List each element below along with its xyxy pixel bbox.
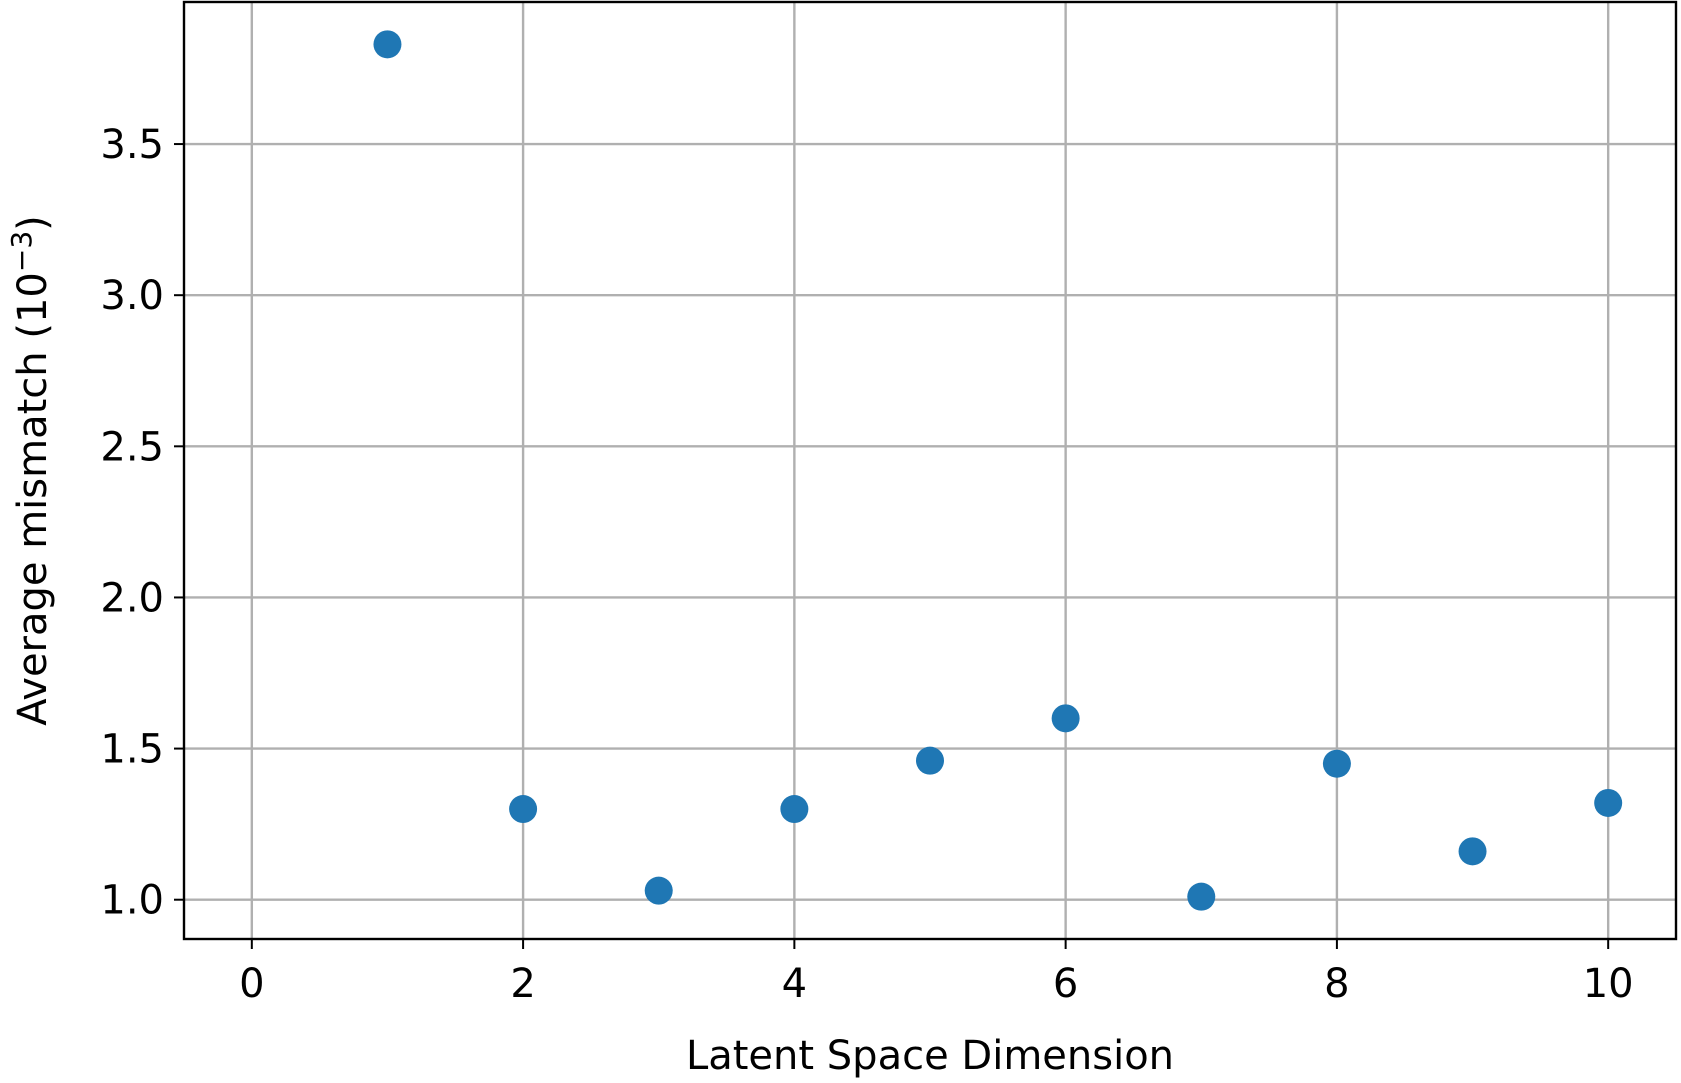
- y-tick-label: 1.0: [100, 878, 164, 924]
- data-point: [1458, 837, 1487, 866]
- y-tick-label: 2.5: [100, 424, 164, 470]
- x-tick-label: 4: [782, 961, 807, 1007]
- y-axis-label-main: Average mismatch (10: [10, 272, 56, 726]
- x-tick-label: 10: [1583, 961, 1634, 1007]
- y-tick-label: 2.0: [100, 575, 164, 621]
- data-point: [644, 876, 673, 905]
- ticks: [174, 143, 1610, 949]
- x-tick-label: 0: [239, 961, 264, 1007]
- data-point: [780, 795, 809, 824]
- x-tick-label: 8: [1324, 961, 1349, 1007]
- x-tick-label: 6: [1053, 961, 1078, 1007]
- y-axis-label-close: ): [10, 215, 56, 231]
- grid: [184, 2, 1676, 939]
- y-tick-label: 3.5: [100, 122, 164, 168]
- x-tick-labels: 0 2 4 6 8 10: [239, 961, 1634, 1007]
- data-point: [509, 795, 538, 824]
- data-point: [1594, 788, 1623, 817]
- x-axis-label: Latent Space Dimension: [686, 1033, 1174, 1079]
- x-tick-label: 2: [510, 961, 535, 1007]
- y-axis-label-exponent: −3: [5, 231, 38, 272]
- data-point: [373, 30, 402, 59]
- y-tick-label: 3.0: [100, 273, 164, 319]
- y-tick-labels: 1.0 1.5 2.0 2.5 3.0 3.5: [100, 122, 164, 924]
- data-points: [373, 30, 1623, 911]
- plot-frame: [182, 0, 1678, 941]
- data-point: [916, 746, 944, 775]
- y-axis-label: Average mismatch (10−3): [5, 215, 56, 726]
- y-tick-label: 1.5: [100, 727, 164, 773]
- data-point: [1187, 882, 1216, 911]
- data-point: [1322, 749, 1351, 778]
- data-point: [1051, 704, 1080, 733]
